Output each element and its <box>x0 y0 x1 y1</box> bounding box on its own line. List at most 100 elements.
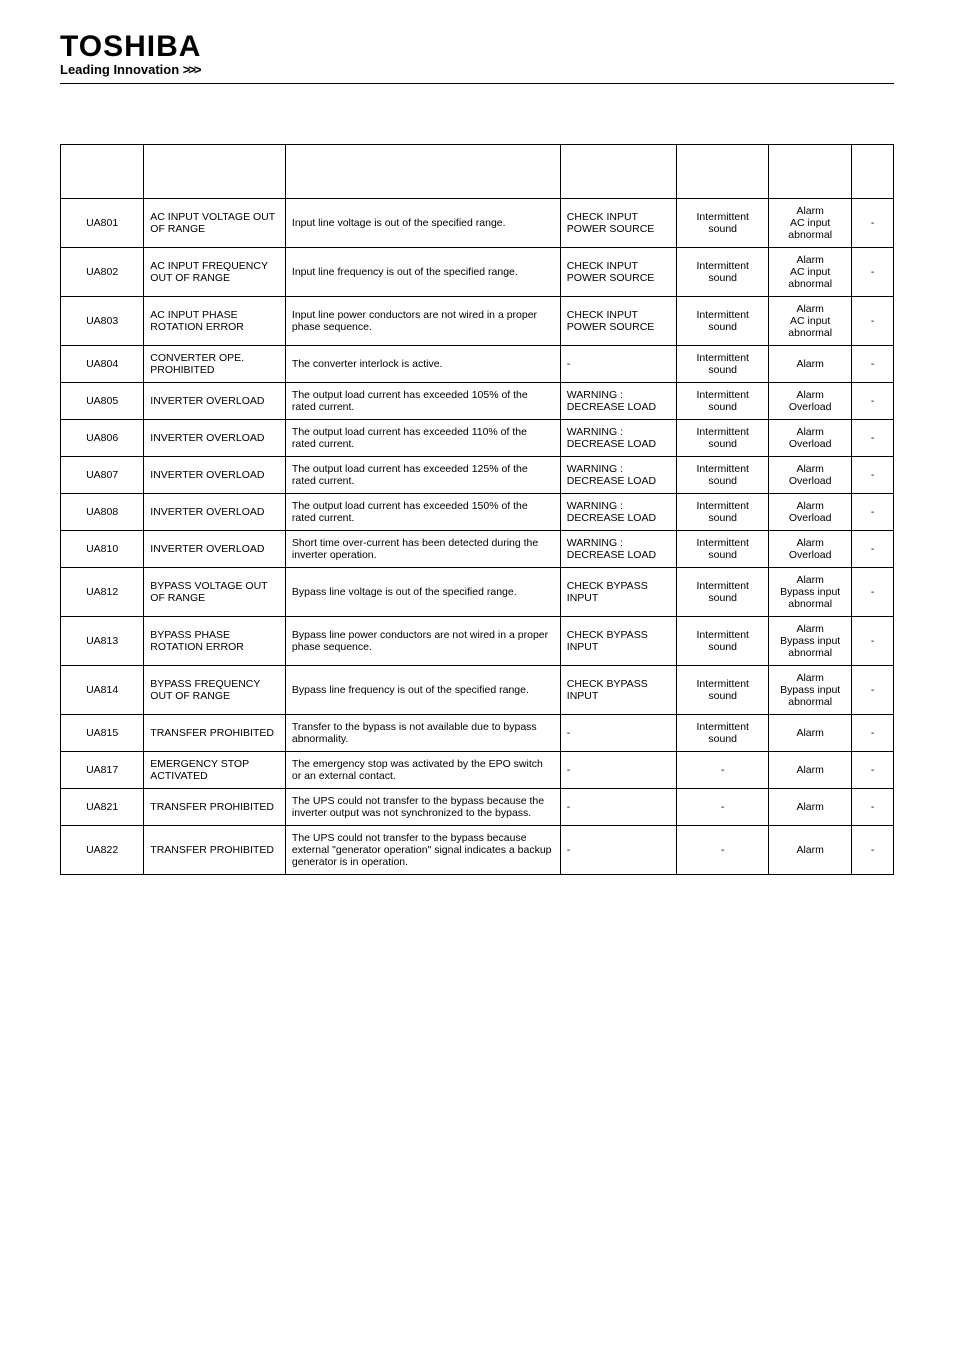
table-row: UA802AC INPUT FREQUENCY OUT OF RANGEInpu… <box>61 248 894 297</box>
cell-lcd: CHECK BYPASS INPUT <box>560 617 677 666</box>
cell-extra: - <box>852 789 894 826</box>
cell-buzzer: Intermittent sound <box>677 531 769 568</box>
cell-buzzer: Intermittent sound <box>677 617 769 666</box>
cell-lcd: CHECK INPUT POWER SOURCE <box>560 248 677 297</box>
cell-extra: - <box>852 383 894 420</box>
cell-buzzer: Intermittent sound <box>677 248 769 297</box>
cell-title: TRANSFER PROHIBITED <box>144 715 286 752</box>
table-row: UA808INVERTER OVERLOADThe output load cu… <box>61 494 894 531</box>
cell-title: INVERTER OVERLOAD <box>144 420 286 457</box>
cell-title: CONVERTER OPE. PROHIBITED <box>144 346 286 383</box>
cell-buzzer: Intermittent sound <box>677 383 769 420</box>
cell-cause: The output load current has exceeded 110… <box>285 420 560 457</box>
cell-title: INVERTER OVERLOAD <box>144 457 286 494</box>
cell-title: EMERGENCY STOP ACTIVATED <box>144 752 286 789</box>
cell-title: BYPASS PHASE ROTATION ERROR <box>144 617 286 666</box>
cell-lcd: - <box>560 715 677 752</box>
cell-code: UA806 <box>61 420 144 457</box>
cell-cause: Bypass line voltage is out of the specif… <box>285 568 560 617</box>
cell-code: UA810 <box>61 531 144 568</box>
cell-lcd: - <box>560 346 677 383</box>
table-row: UA806INVERTER OVERLOADThe output load cu… <box>61 420 894 457</box>
cell-code: UA808 <box>61 494 144 531</box>
cell-extra: - <box>852 494 894 531</box>
cell-buzzer: - <box>677 826 769 875</box>
cell-cause: Bypass line frequency is out of the spec… <box>285 666 560 715</box>
cell-extra: - <box>852 248 894 297</box>
cell-code: UA807 <box>61 457 144 494</box>
header-col-6 <box>769 145 852 199</box>
cell-cause: Input line frequency is out of the speci… <box>285 248 560 297</box>
cell-buzzer: Intermittent sound <box>677 199 769 248</box>
table-header-row <box>61 145 894 199</box>
cell-cause: Input line power conductors are not wire… <box>285 297 560 346</box>
cell-cause: Input line voltage is out of the specifi… <box>285 199 560 248</box>
cell-title: INVERTER OVERLOAD <box>144 531 286 568</box>
cell-led: AlarmAC input abnormal <box>769 199 852 248</box>
cell-title: AC INPUT PHASE ROTATION ERROR <box>144 297 286 346</box>
brand-block: TOSHIBA Leading Innovation >>> <box>60 30 894 77</box>
header-col-7 <box>852 145 894 199</box>
cell-led: AlarmBypass input abnormal <box>769 666 852 715</box>
table-row: UA804CONVERTER OPE. PROHIBITEDThe conver… <box>61 346 894 383</box>
cell-led: AlarmBypass input abnormal <box>769 617 852 666</box>
table-row: UA817EMERGENCY STOP ACTIVATEDThe emergen… <box>61 752 894 789</box>
cell-lcd: - <box>560 826 677 875</box>
cell-extra: - <box>852 826 894 875</box>
cell-cause: The output load current has exceeded 150… <box>285 494 560 531</box>
cell-title: BYPASS FREQUENCY OUT OF RANGE <box>144 666 286 715</box>
cell-code: UA822 <box>61 826 144 875</box>
cell-title: TRANSFER PROHIBITED <box>144 826 286 875</box>
header-col-1 <box>61 145 144 199</box>
table-row: UA810INVERTER OVERLOADShort time over-cu… <box>61 531 894 568</box>
cell-buzzer: Intermittent sound <box>677 666 769 715</box>
table-body: UA801AC INPUT VOLTAGE OUT OF RANGEInput … <box>61 199 894 875</box>
cell-cause: The output load current has exceeded 125… <box>285 457 560 494</box>
cell-lcd: CHECK INPUT POWER SOURCE <box>560 297 677 346</box>
cell-cause: The UPS could not transfer to the bypass… <box>285 789 560 826</box>
cell-cause: The UPS could not transfer to the bypass… <box>285 826 560 875</box>
table-row: UA815TRANSFER PROHIBITEDTransfer to the … <box>61 715 894 752</box>
cell-title: INVERTER OVERLOAD <box>144 383 286 420</box>
cell-title: BYPASS VOLTAGE OUT OF RANGE <box>144 568 286 617</box>
cell-code: UA815 <box>61 715 144 752</box>
header-col-3 <box>285 145 560 199</box>
cell-led: Alarm <box>769 346 852 383</box>
cell-buzzer: Intermittent sound <box>677 457 769 494</box>
cell-led: Alarm <box>769 715 852 752</box>
cell-lcd: CHECK BYPASS INPUT <box>560 666 677 715</box>
cell-buzzer: Intermittent sound <box>677 297 769 346</box>
table-row: UA805INVERTER OVERLOADThe output load cu… <box>61 383 894 420</box>
cell-buzzer: Intermittent sound <box>677 420 769 457</box>
brand-chevrons-icon: >>> <box>183 62 200 77</box>
cell-buzzer: - <box>677 789 769 826</box>
cell-led: Alarm <box>769 789 852 826</box>
brand-tagline: Leading Innovation >>> <box>60 62 894 77</box>
cell-led: AlarmOverload <box>769 383 852 420</box>
cell-extra: - <box>852 346 894 383</box>
cell-code: UA814 <box>61 666 144 715</box>
table-head <box>61 145 894 199</box>
cell-led: Alarm <box>769 752 852 789</box>
header-col-4 <box>560 145 677 199</box>
table-row: UA801AC INPUT VOLTAGE OUT OF RANGEInput … <box>61 199 894 248</box>
cell-title: TRANSFER PROHIBITED <box>144 789 286 826</box>
page-root: TOSHIBA Leading Innovation >>> UA801AC I… <box>0 0 954 915</box>
brand-logo-text: TOSHIBA <box>60 30 894 64</box>
cell-led: AlarmOverload <box>769 457 852 494</box>
cell-buzzer: Intermittent sound <box>677 715 769 752</box>
cell-extra: - <box>852 199 894 248</box>
table-row: UA814BYPASS FREQUENCY OUT OF RANGEBypass… <box>61 666 894 715</box>
cell-cause: The output load current has exceeded 105… <box>285 383 560 420</box>
cell-extra: - <box>852 752 894 789</box>
brand-tagline-text: Leading Innovation <box>60 62 179 77</box>
cell-title: INVERTER OVERLOAD <box>144 494 286 531</box>
cell-code: UA804 <box>61 346 144 383</box>
cell-lcd: WARNING : DECREASE LOAD <box>560 494 677 531</box>
table-row: UA821TRANSFER PROHIBITEDThe UPS could no… <box>61 789 894 826</box>
cell-extra: - <box>852 457 894 494</box>
cell-buzzer: - <box>677 752 769 789</box>
cell-lcd: WARNING : DECREASE LOAD <box>560 457 677 494</box>
cell-buzzer: Intermittent sound <box>677 568 769 617</box>
cell-title: AC INPUT FREQUENCY OUT OF RANGE <box>144 248 286 297</box>
